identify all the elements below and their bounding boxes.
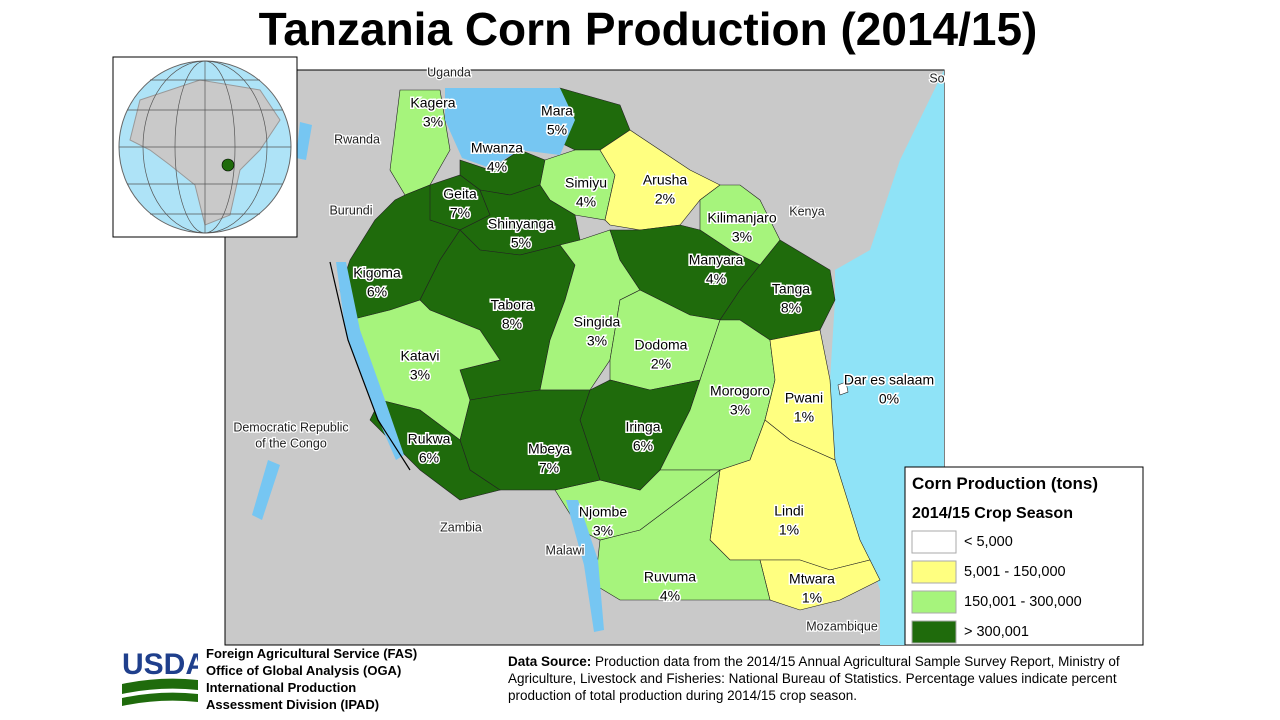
region-labels: Kagera 3% Mara 5% Mwanza 4% Simiyu 4% Arusha 2% Ge… [352, 93, 936, 607]
agency: Foreign Agricultural Service (FAS) Office… [206, 645, 417, 713]
region-share: 4% [660, 588, 680, 604]
region-share: 4% [706, 271, 726, 287]
region-name: Shinyanga [488, 216, 554, 232]
usda-logo: USDA [122, 648, 198, 706]
region-name: Kigoma [353, 265, 401, 281]
region-name: Rukwa [408, 431, 451, 447]
region-name: Ruvuma [644, 569, 696, 585]
legend-swatch [911, 620, 957, 644]
region-name: Mwanza [471, 140, 523, 156]
source-label: Data Source: [508, 654, 592, 669]
legend-label: 150,001 - 300,000 [964, 594, 1082, 610]
legend-label: < 5,000 [964, 534, 1013, 550]
region-share: 3% [730, 402, 750, 418]
region-share: 0% [879, 391, 899, 407]
region-name: Iringa [625, 419, 660, 435]
region-name: Dar es salaam [844, 372, 934, 388]
country-label: Rwanda [334, 132, 380, 146]
legend-label: > 300,001 [964, 624, 1029, 640]
region-share: 8% [502, 316, 522, 332]
legend-swatch [911, 560, 957, 584]
region-share: 3% [410, 367, 430, 383]
data-source: Data Source: Production data from the 20… [508, 653, 1148, 704]
region-share: 7% [450, 205, 470, 221]
region-name: Tanga [772, 281, 810, 297]
region-share: 7% [539, 460, 559, 476]
region-name: Singida [574, 314, 621, 330]
region-name: Pwani [785, 390, 823, 406]
country-label: of the Congo [255, 436, 327, 450]
region-share: 6% [633, 438, 653, 454]
country-labels: Uganda Rwanda Burundi Kenya Democratic Repub… [232, 64, 946, 635]
region-name: Arusha [643, 172, 688, 188]
region-share: 2% [655, 191, 675, 207]
region-name: Mtwara [789, 571, 835, 587]
source-text: Production data from the 2014/15 Annual … [508, 654, 1120, 703]
region-share: 4% [487, 159, 507, 175]
agency-line: Assessment Division (IPAD) [206, 697, 380, 712]
country-label: Uganda [427, 65, 471, 79]
region-share: 5% [511, 235, 531, 251]
region-name: Manyara [689, 252, 744, 268]
region-name: Mbeya [528, 441, 570, 457]
region-share: 5% [547, 122, 567, 138]
region-share: 8% [781, 300, 801, 316]
region-name: Simiyu [565, 175, 607, 191]
country-label: So [929, 71, 944, 85]
country-label: Democratic Republic [233, 420, 348, 434]
globe-inset [112, 56, 298, 238]
region-name: Kagera [410, 95, 455, 111]
region-share: 3% [587, 333, 607, 349]
legend: Corn Production (tons) 2014/15 Crop Seas… [904, 466, 1144, 646]
country-label: Kenya [789, 204, 824, 218]
region-name: Mara [541, 103, 573, 119]
region-share: 1% [802, 590, 822, 606]
region-name: Lindi [774, 503, 804, 519]
country-label: Malawi [546, 543, 585, 557]
region-name: Katavi [401, 348, 440, 364]
agency-line: Office of Global Analysis (OGA) [206, 663, 402, 678]
region-name: Dodoma [635, 337, 688, 353]
legend-swatch [911, 590, 957, 614]
legend-subtitle: 2014/15 Crop Season [912, 505, 1073, 522]
region-share: 6% [367, 284, 387, 300]
border [329, 261, 411, 471]
region-share: 2% [651, 356, 671, 372]
legend-label: 5,001 - 150,000 [964, 564, 1066, 580]
legend-title: Corn Production (tons) [912, 474, 1098, 493]
region-name: Njombe [579, 504, 627, 520]
region-name: Geita [443, 186, 477, 202]
country-label: Zambia [440, 520, 482, 534]
region-share: 4% [576, 194, 596, 210]
title: Tanzania Corn Production (2014/15) [258, 3, 1038, 55]
logo-text: USDA [122, 648, 198, 681]
region-share: 1% [794, 409, 814, 425]
country-label: Mozambique [806, 619, 878, 633]
region-name: Morogoro [710, 383, 770, 399]
lakes [252, 88, 604, 632]
region-share: 3% [732, 229, 752, 245]
region-name: Tabora [491, 297, 534, 313]
region-share: 6% [419, 450, 439, 466]
region-share: 1% [779, 522, 799, 538]
legend-swatch [911, 530, 957, 554]
region-share: 3% [593, 523, 613, 539]
region-share: 3% [423, 114, 443, 130]
agency-line: International Production [206, 680, 357, 695]
country-label: Burundi [329, 203, 372, 217]
region-name: Kilimanjaro [707, 210, 776, 226]
agency-line: Foreign Agricultural Service (FAS) [206, 646, 418, 661]
